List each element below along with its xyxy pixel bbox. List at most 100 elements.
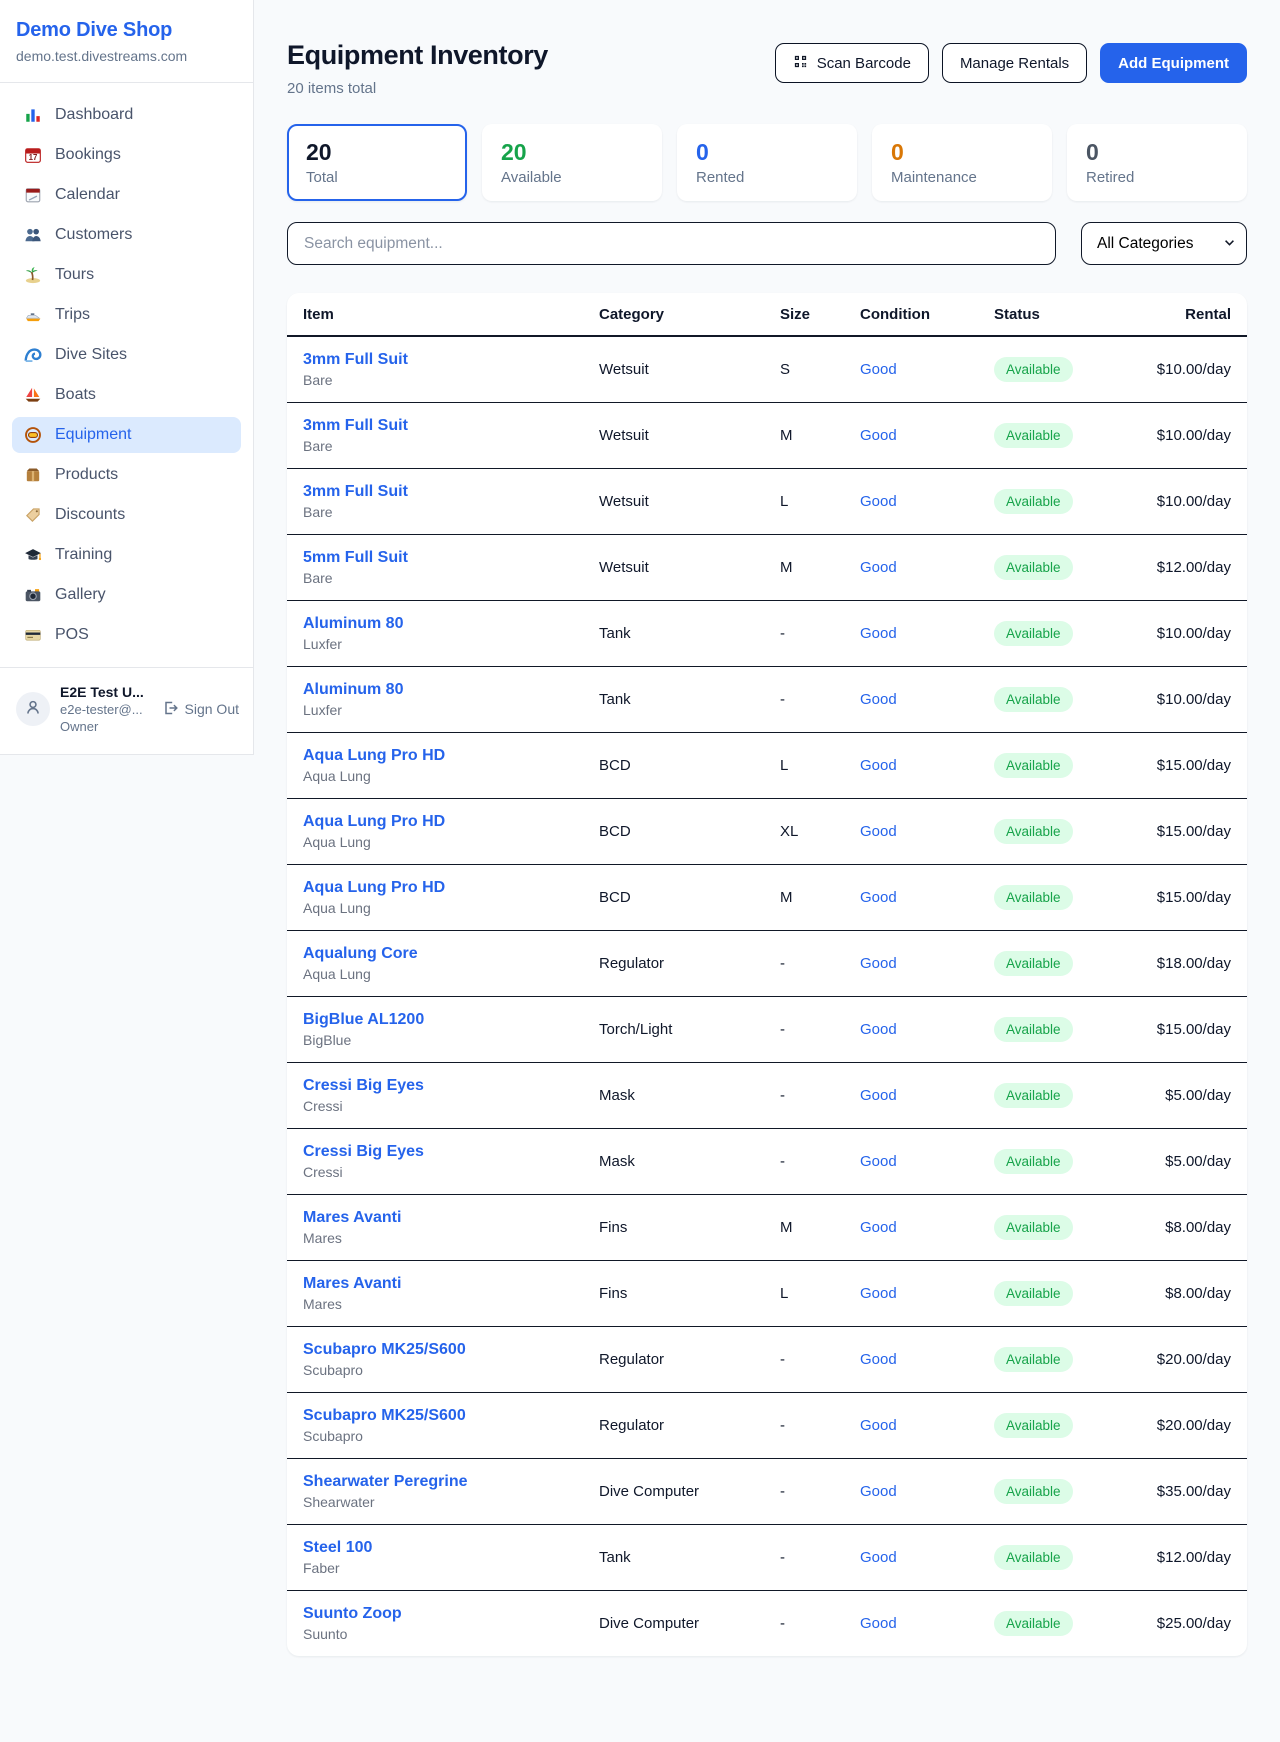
sidebar-item-equipment[interactable]: Equipment xyxy=(12,417,241,453)
table-row: 3mm Full Suit Bare Wetsuit M Good Availa… xyxy=(287,402,1247,469)
scan-barcode-button[interactable]: Scan Barcode xyxy=(774,43,929,83)
status-cell: Available xyxy=(978,666,1138,733)
condition-link[interactable]: Good xyxy=(860,361,897,378)
item-name-link[interactable]: Aqua Lung Pro HD xyxy=(303,747,446,764)
condition-cell: Good xyxy=(844,1591,978,1657)
sidebar-item-dashboard[interactable]: Dashboard xyxy=(12,97,241,133)
condition-link[interactable]: Good xyxy=(860,625,897,642)
condition-link[interactable]: Good xyxy=(860,1351,897,1368)
palm-island-icon xyxy=(24,266,42,284)
status-cell: Available xyxy=(978,1591,1138,1657)
condition-link[interactable]: Good xyxy=(860,757,897,774)
item-brand: Luxfer xyxy=(303,702,342,718)
condition-link[interactable]: Good xyxy=(860,1087,897,1104)
sidebar-item-gallery[interactable]: Gallery xyxy=(12,577,241,613)
sidebar-item-products[interactable]: Products xyxy=(12,457,241,493)
item-name-link[interactable]: Steel 100 xyxy=(303,1539,373,1556)
sidebar-user-footer: E2E Test U... e2e-tester@... Owner Sign … xyxy=(0,667,253,754)
category-select[interactable]: All Categories xyxy=(1081,222,1247,265)
item-name-link[interactable]: 3mm Full Suit xyxy=(303,417,408,434)
item-name-link[interactable]: Scubapro MK25/S600 xyxy=(303,1407,466,1424)
item-name-link[interactable]: Aqua Lung Pro HD xyxy=(303,813,446,830)
condition-link[interactable]: Good xyxy=(860,691,897,708)
page-title: Equipment Inventory xyxy=(287,40,548,70)
item-name-link[interactable]: Scubapro MK25/S600 xyxy=(303,1341,466,1358)
item-name-link[interactable]: Shearwater Peregrine xyxy=(303,1473,468,1490)
sidebar-item-boats[interactable]: Boats xyxy=(12,377,241,413)
item-cell: Shearwater Peregrine Shearwater xyxy=(287,1458,583,1525)
condition-cell: Good xyxy=(844,336,978,403)
item-name-link[interactable]: Mares Avanti xyxy=(303,1275,402,1292)
table-row: Aluminum 80 Luxfer Tank - Good Available… xyxy=(287,600,1247,667)
sidebar-item-dive-sites[interactable]: Dive Sites xyxy=(12,337,241,373)
status-badge: Available xyxy=(994,1413,1073,1438)
condition-link[interactable]: Good xyxy=(860,1483,897,1500)
manage-rentals-button[interactable]: Manage Rentals xyxy=(941,43,1088,83)
item-name-link[interactable]: Cressi Big Eyes xyxy=(303,1143,424,1160)
stat-card-rented[interactable]: 0 Rented xyxy=(677,124,857,201)
item-name-link[interactable]: Aluminum 80 xyxy=(303,615,404,632)
condition-link[interactable]: Good xyxy=(860,427,897,444)
rental-price: $15.00/day xyxy=(1138,864,1247,931)
stat-card-maintenance[interactable]: 0 Maintenance xyxy=(872,124,1052,201)
item-brand: Scubapro xyxy=(303,1428,363,1444)
condition-link[interactable]: Good xyxy=(860,889,897,906)
stat-card-retired[interactable]: 0 Retired xyxy=(1067,124,1247,201)
condition-link[interactable]: Good xyxy=(860,1417,897,1434)
condition-link[interactable]: Good xyxy=(860,1021,897,1038)
condition-link[interactable]: Good xyxy=(860,1153,897,1170)
status-badge: Available xyxy=(994,357,1073,382)
sidebar-item-calendar[interactable]: Calendar xyxy=(12,177,241,213)
condition-cell: Good xyxy=(844,1260,978,1327)
item-name-link[interactable]: Cressi Big Eyes xyxy=(303,1077,424,1094)
item-name-link[interactable]: Suunto Zoop xyxy=(303,1605,402,1622)
sidebar-item-label: Boats xyxy=(55,386,96,403)
status-badge: Available xyxy=(994,621,1073,646)
sidebar-item-training[interactable]: Training xyxy=(12,537,241,573)
item-name-link[interactable]: Aqualung Core xyxy=(303,945,418,962)
status-cell: Available xyxy=(978,798,1138,865)
condition-link[interactable]: Good xyxy=(860,1549,897,1566)
stat-card-total[interactable]: 20 Total xyxy=(287,124,467,201)
condition-link[interactable]: Good xyxy=(860,1285,897,1302)
stat-label: Maintenance xyxy=(891,169,977,186)
add-equipment-button[interactable]: Add Equipment xyxy=(1100,43,1247,83)
item-size: - xyxy=(764,1392,844,1459)
header-actions: Scan Barcode Manage Rentals Add Equipmen… xyxy=(774,43,1247,83)
item-name-link[interactable]: 5mm Full Suit xyxy=(303,549,408,566)
item-cell: 3mm Full Suit Bare xyxy=(287,402,583,469)
condition-link[interactable]: Good xyxy=(860,823,897,840)
sidebar-item-pos[interactable]: POS xyxy=(12,617,241,653)
condition-link[interactable]: Good xyxy=(860,493,897,510)
item-name-link[interactable]: Mares Avanti xyxy=(303,1209,402,1226)
table-row: 3mm Full Suit Bare Wetsuit S Good Availa… xyxy=(287,336,1247,403)
condition-link[interactable]: Good xyxy=(860,1219,897,1236)
item-name-link[interactable]: 3mm Full Suit xyxy=(303,351,408,368)
sidebar-item-tours[interactable]: Tours xyxy=(12,257,241,293)
sidebar-item-trips[interactable]: Trips xyxy=(12,297,241,333)
stat-label: Total xyxy=(306,169,338,186)
item-name-link[interactable]: 3mm Full Suit xyxy=(303,483,408,500)
table-row: Cressi Big Eyes Cressi Mask - Good Avail… xyxy=(287,1128,1247,1195)
page-title-block: Equipment Inventory 20 items total xyxy=(287,40,548,97)
status-badge: Available xyxy=(994,1545,1073,1570)
sidebar-item-label: Dive Sites xyxy=(55,346,128,363)
item-cell: Cressi Big Eyes Cressi xyxy=(287,1062,583,1129)
status-cell: Available xyxy=(978,1260,1138,1327)
condition-cell: Good xyxy=(844,732,978,799)
stat-card-available[interactable]: 20 Available xyxy=(482,124,662,201)
item-name-link[interactable]: Aluminum 80 xyxy=(303,681,404,698)
condition-link[interactable]: Good xyxy=(860,955,897,972)
sidebar-item-customers[interactable]: Customers xyxy=(12,217,241,253)
sign-out-button[interactable]: Sign Out xyxy=(162,700,239,719)
item-name-link[interactable]: BigBlue AL1200 xyxy=(303,1011,425,1028)
item-brand: Aqua Lung xyxy=(303,834,371,850)
condition-link[interactable]: Good xyxy=(860,559,897,576)
sidebar-item-discounts[interactable]: Discounts xyxy=(12,497,241,533)
search-input[interactable] xyxy=(287,222,1056,265)
item-brand: BigBlue xyxy=(303,1032,352,1048)
condition-link[interactable]: Good xyxy=(860,1615,897,1632)
status-badge: Available xyxy=(994,1215,1073,1240)
item-name-link[interactable]: Aqua Lung Pro HD xyxy=(303,879,446,896)
sidebar-item-bookings[interactable]: 17 Bookings xyxy=(12,137,241,173)
